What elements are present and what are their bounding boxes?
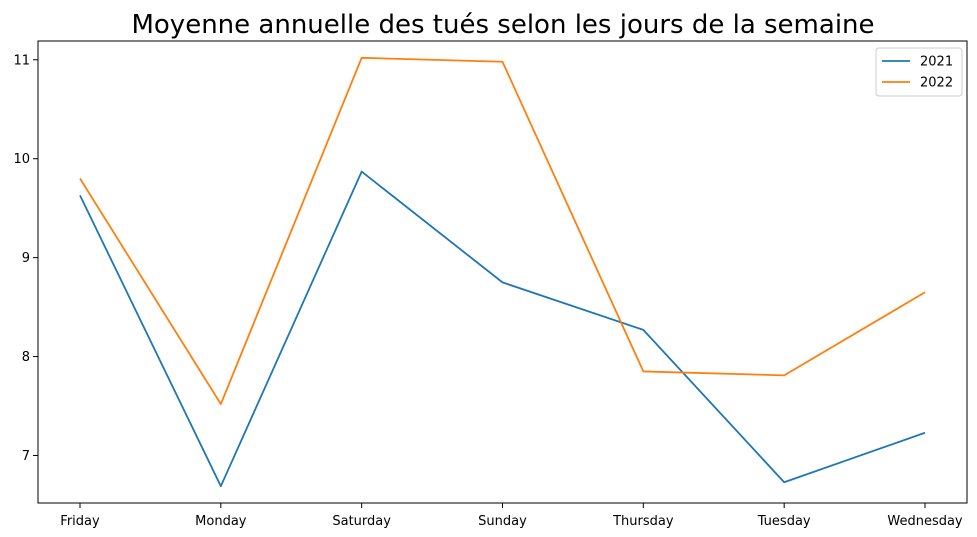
x-tick-label-saturday: Saturday (332, 514, 391, 529)
x-tick-label-friday: Friday (60, 514, 100, 529)
x-axis: Friday Monday Saturday Sunday Thursday Tuesda… (60, 503, 963, 529)
y-tick-label: 7 (22, 449, 30, 464)
y-tick-label: 10 (13, 152, 30, 167)
x-tick-label-wednesday: Wednesday (887, 514, 963, 529)
chart-title: Moyenne annuelle des tués selon les jour… (131, 10, 874, 40)
series-line-2022 (79, 56, 926, 405)
legend-label-2021: 2021 (920, 55, 953, 70)
x-tick-label-tuesday: Tuesday (757, 514, 811, 529)
series-line-2021 (79, 170, 926, 488)
y-tick-label: 9 (22, 251, 30, 266)
x-tick-label-thursday: Thursday (612, 514, 674, 529)
y-tick-label: 11 (13, 53, 30, 68)
y-axis: 7 8 9 10 11 (13, 53, 38, 464)
legend-box (875, 47, 963, 97)
x-tick-label-monday: Monday (195, 514, 247, 529)
y-tick-label: 8 (22, 350, 30, 365)
series-layer (79, 56, 926, 488)
plot-frame (37, 40, 968, 504)
legend: 2021 2022 (875, 47, 963, 97)
x-tick-label-sunday: Sunday (478, 514, 527, 529)
legend-label-2022: 2022 (920, 76, 953, 91)
